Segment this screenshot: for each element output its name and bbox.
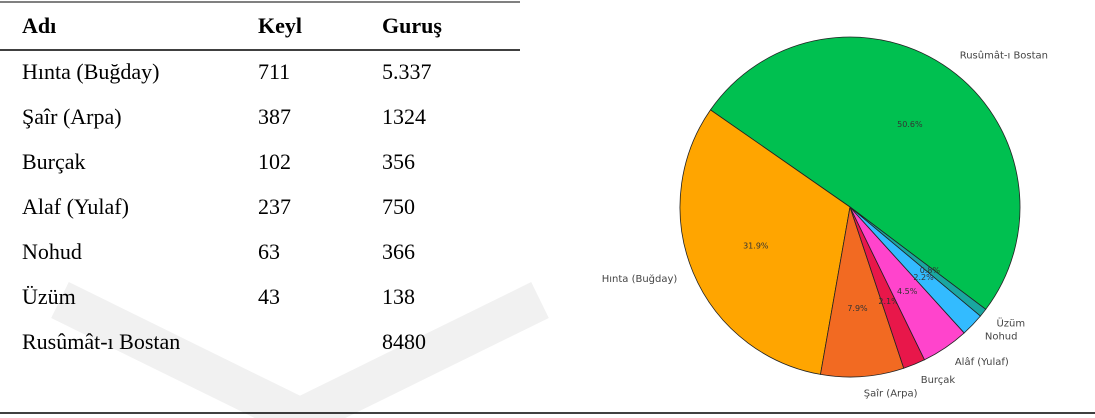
table-cell: Hınta (Buğday) — [22, 59, 159, 84]
pie-slice — [679, 109, 851, 375]
pie-chart: 50.6% Rusûmât-ı Bostan 31.9% Hınta (Buğday)… — [602, 36, 1048, 399]
table-cell: 5.337 — [382, 59, 432, 84]
slice-label: Alâf (Yulaf) — [955, 356, 1009, 368]
slice-label: Rusûmât-ı Bostan — [960, 50, 1048, 62]
slice-value-label: 2.1% — [878, 297, 899, 306]
slice-value-label: 50.6% — [897, 120, 923, 129]
watermark — [51, 282, 549, 418]
slice-label: Üzüm — [996, 316, 1025, 329]
slice-label: Hınta (Buğday) — [602, 273, 678, 285]
table-cell: 750 — [382, 194, 415, 219]
table-cell: Şaîr (Arpa) — [22, 104, 122, 129]
table-cell: Alaf (Yulaf) — [22, 194, 129, 219]
table-cell: 63 — [258, 239, 280, 264]
pie-slice — [709, 36, 1021, 310]
slice-value-label: 31.9% — [743, 242, 769, 251]
table: Adı Keyl Guruş Hınta (Buğday) 711 5.337 Şaîr (… — [22, 13, 442, 354]
table-cell: 8480 — [382, 329, 426, 354]
table-cell: 1324 — [382, 104, 426, 129]
table-cell: Rusûmât-ı Bostan — [22, 329, 180, 354]
slice-label: Burçak — [921, 375, 956, 386]
header-cell: Guruş — [382, 13, 442, 38]
table-cell: 102 — [258, 149, 291, 174]
slice-value-label: 2.2% — [913, 273, 934, 282]
table-cell: 138 — [382, 284, 415, 309]
table-cell: Üzüm — [22, 284, 76, 309]
slice-value-label: 4.5% — [897, 287, 918, 296]
slice-value-label: 7.9% — [847, 304, 868, 313]
table-cell: Nohud — [22, 239, 82, 264]
table-cell: 366 — [382, 239, 415, 264]
table-cell: Burçak — [22, 149, 86, 174]
table-cell: 711 — [258, 59, 290, 84]
table-cell: 356 — [382, 149, 415, 174]
slice-label: Şaîr (Arpa) — [864, 387, 918, 399]
slice-value-label: 0.8% — [920, 266, 941, 275]
table-cell: 387 — [258, 104, 291, 129]
slice-label: Nohud — [985, 332, 1018, 343]
table-cell: 43 — [258, 284, 280, 309]
pie-slice — [849, 206, 987, 317]
header-cell: Adı — [22, 13, 56, 38]
table-cell: 237 — [258, 194, 291, 219]
header-cell: Keyl — [258, 13, 302, 38]
